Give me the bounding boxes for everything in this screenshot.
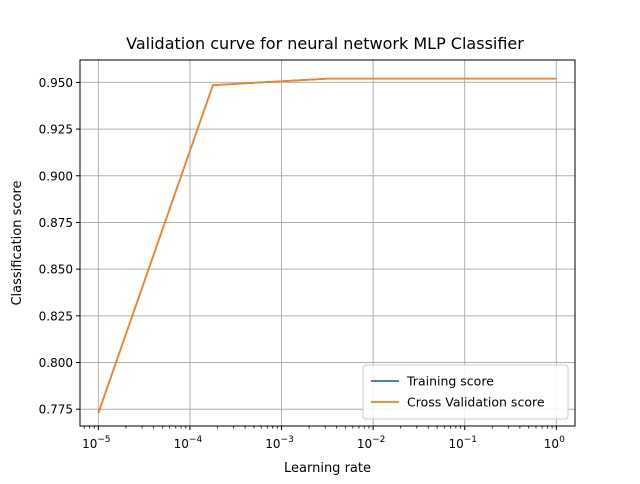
x-tick-label: 10−1 — [448, 435, 477, 451]
y-axis-label: Classification score — [10, 180, 25, 305]
legend-box — [362, 364, 569, 420]
y-tick-label: 0.775 — [39, 403, 73, 417]
series-lines — [97, 77, 557, 414]
x-axis-label: Learning rate — [284, 461, 371, 476]
axis-ticks: 10−5 10−4 10−3 10−2 10−1 100 0.775 0.800 0.825 0.… — [39, 76, 565, 451]
y-tick-label: 0.950 — [39, 76, 73, 90]
x-tick-label: 10−2 — [357, 435, 386, 451]
y-tick-label: 0.875 — [39, 216, 73, 230]
x-tick-label: 10−3 — [265, 435, 294, 451]
x-tick-label: 10−5 — [82, 435, 111, 451]
grid-lines — [80, 60, 575, 426]
legend-label-1: Training score — [406, 374, 494, 389]
legend-label-2: Cross Validation score — [407, 395, 545, 410]
x-tick-label: 100 — [544, 435, 565, 451]
legend: Training score Cross Validation score — [362, 364, 569, 420]
y-tick-label: 0.800 — [39, 356, 73, 370]
series-line-2 — [97, 77, 557, 414]
y-tick-label: 0.900 — [39, 169, 73, 183]
y-tick-label: 0.825 — [39, 309, 73, 323]
plot-frame — [79, 59, 576, 427]
chart-title: Validation curve for neural network MLP … — [126, 34, 524, 53]
y-tick-label: 0.850 — [39, 263, 73, 277]
x-tick-label: 10−4 — [174, 435, 203, 451]
y-tick-label: 0.925 — [39, 123, 73, 137]
